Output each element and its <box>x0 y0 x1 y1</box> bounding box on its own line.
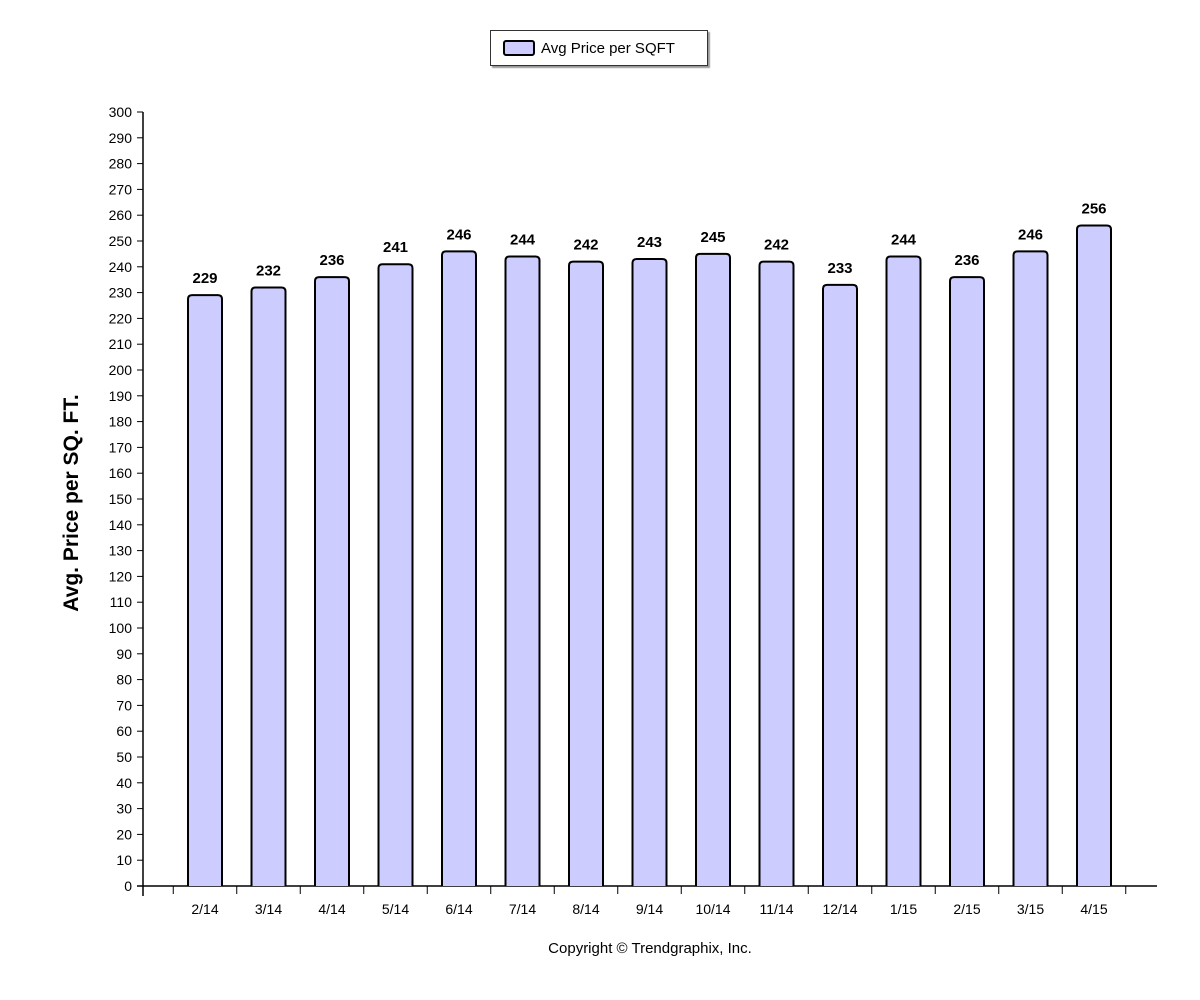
y-tick-label: 120 <box>109 568 133 584</box>
y-tick-label: 50 <box>116 749 132 765</box>
x-tick-label: 9/14 <box>636 901 663 917</box>
y-tick-label: 70 <box>116 697 132 713</box>
y-tick-label: 30 <box>116 801 132 817</box>
x-tick-label: 4/15 <box>1080 901 1107 917</box>
bar <box>377 263 414 886</box>
data-label: 242 <box>764 237 789 254</box>
y-tick-label: 160 <box>109 465 133 481</box>
y-tick-label: 150 <box>109 491 133 507</box>
y-tick-label: 210 <box>109 336 133 352</box>
y-tick-label: 200 <box>109 362 133 378</box>
bar <box>885 255 922 886</box>
data-label: 256 <box>1081 201 1106 218</box>
x-tick-label: 12/14 <box>822 901 857 917</box>
x-tick-label: 10/14 <box>695 901 730 917</box>
y-tick-label: 220 <box>109 310 133 326</box>
bar <box>187 294 223 886</box>
x-tick-label: 8/14 <box>572 901 599 917</box>
y-tick-label: 90 <box>116 646 132 662</box>
x-tick-label: 3/14 <box>255 901 282 917</box>
bar <box>504 255 541 886</box>
bar <box>949 276 985 886</box>
bar <box>1012 250 1049 886</box>
y-tick-label: 60 <box>116 723 132 739</box>
bar <box>441 250 477 886</box>
data-label: 236 <box>319 252 344 269</box>
data-label: 245 <box>700 229 725 246</box>
data-label: 244 <box>891 231 917 248</box>
y-tick-label: 190 <box>109 388 133 404</box>
x-tick-label: 5/14 <box>382 901 409 917</box>
x-tick-label: 6/14 <box>445 901 472 917</box>
y-tick-label: 290 <box>109 130 133 146</box>
y-tick-label: 260 <box>109 207 133 223</box>
y-tick-label: 180 <box>109 414 133 430</box>
y-tick-label: 130 <box>109 543 133 559</box>
y-tick-label: 110 <box>110 594 133 610</box>
data-label: 232 <box>256 262 281 279</box>
y-tick-label: 0 <box>124 878 132 894</box>
bar <box>1076 224 1112 886</box>
bar <box>695 252 731 886</box>
y-tick-label: 20 <box>116 826 132 842</box>
x-tick-label: 11/14 <box>760 901 794 917</box>
data-label: 243 <box>637 234 662 251</box>
data-label: 241 <box>383 239 408 256</box>
y-tick-label: 170 <box>109 439 133 455</box>
copyright-text: Copyright © Trendgraphix, Inc. <box>548 940 752 957</box>
data-label: 242 <box>573 237 598 254</box>
y-tick-label: 40 <box>116 775 132 791</box>
y-tick-label: 80 <box>116 672 132 688</box>
data-label: 233 <box>827 260 852 277</box>
bar <box>631 258 668 886</box>
y-tick-label: 280 <box>109 156 133 172</box>
data-label: 229 <box>192 270 217 287</box>
data-label: 244 <box>510 231 536 248</box>
y-tick-label: 230 <box>109 285 133 301</box>
y-tick-label: 240 <box>109 259 133 275</box>
x-tick-label: 2/15 <box>953 901 980 917</box>
x-tick-label: 7/14 <box>509 901 536 917</box>
bar <box>758 260 795 886</box>
legend-label: Avg Price per SQFT <box>541 39 675 57</box>
legend-swatch <box>503 40 535 56</box>
x-tick-label: 2/14 <box>191 901 218 917</box>
x-tick-label: 4/14 <box>318 901 345 917</box>
y-tick-label: 100 <box>109 620 133 636</box>
bar <box>250 286 287 886</box>
y-tick-label: 250 <box>109 233 133 249</box>
data-label: 246 <box>446 226 471 243</box>
y-tick-label: 10 <box>116 852 132 868</box>
y-tick-label: 270 <box>109 181 133 197</box>
data-label: 236 <box>954 252 979 269</box>
x-tick-label: 1/15 <box>890 901 917 917</box>
bar <box>568 260 604 886</box>
x-tick-label: 3/15 <box>1017 901 1044 917</box>
legend: Avg Price per SQFT <box>490 30 708 66</box>
bar <box>822 283 858 886</box>
y-tick-label: 140 <box>109 517 133 533</box>
bar <box>314 276 350 886</box>
y-tick-label: 300 <box>109 104 133 120</box>
data-label: 246 <box>1018 226 1043 243</box>
